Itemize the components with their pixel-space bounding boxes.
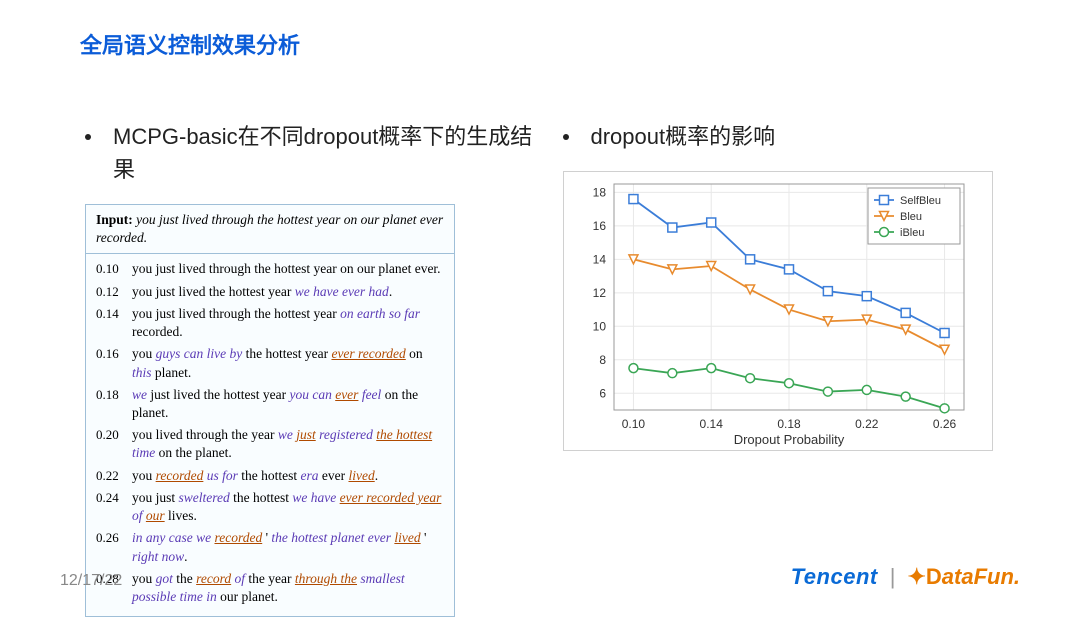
generated-sentence: in any case we recorded ' the hottest pl… <box>132 529 444 565</box>
bullet-dot-icon <box>563 134 569 140</box>
svg-text:0.10: 0.10 <box>621 417 645 431</box>
datafun-logo: ✦DataFun. <box>907 564 1020 590</box>
dropout-prob: 0.14 <box>96 305 132 323</box>
dropout-prob: 0.18 <box>96 386 132 404</box>
svg-text:6: 6 <box>599 386 606 400</box>
left-bullet: MCPG-basic在不同dropout概率下的生成结果 <box>85 120 533 186</box>
right-bullet: dropout概率的影响 <box>563 120 1011 153</box>
table-row: 0.22you recorded us for the hottest era … <box>96 465 444 487</box>
left-bullet-text: MCPG-basic在不同dropout概率下的生成结果 <box>113 120 533 186</box>
svg-text:8: 8 <box>599 353 606 367</box>
svg-text:iBleu: iBleu <box>900 227 924 239</box>
table-row: 0.18we just lived the hottest year you c… <box>96 384 444 424</box>
dropout-prob: 0.26 <box>96 529 132 547</box>
bullet-dot-icon <box>85 134 91 140</box>
generated-sentence: we just lived the hottest year you can e… <box>132 386 444 422</box>
chart-svg: 6 8 10 12 14 16 18 0.10 0.14 0.18 0.22 0.26 Dropout … <box>564 172 994 452</box>
logo-divider: | <box>890 564 896 590</box>
right-bullet-text: dropout概率的影响 <box>591 120 776 153</box>
svg-text:14: 14 <box>592 252 606 266</box>
right-column: dropout概率的影响 6 8 10 12 14 16 18 0.10 0.14 0.18 0.2… <box>563 120 1011 617</box>
svg-text:12: 12 <box>592 286 606 300</box>
svg-text:0.26: 0.26 <box>932 417 956 431</box>
logos: Tencent | ✦DataFun. <box>791 564 1020 590</box>
generated-sentence: you lived through the year we just regis… <box>132 426 444 462</box>
table-row: 0.16you guys can live by the hottest yea… <box>96 343 444 383</box>
page-number: 12/17/22 <box>60 572 122 590</box>
slide-title: 全局语义控制效果分析 <box>80 28 300 60</box>
generated-sentence: you just lived through the hottest year … <box>132 260 444 278</box>
dropout-prob: 0.12 <box>96 283 132 301</box>
generated-sentence: you just lived through the hottest year … <box>132 305 444 341</box>
dropout-prob: 0.22 <box>96 467 132 485</box>
generated-sentence: you guys can live by the hottest year ev… <box>132 345 444 381</box>
example-table: Input: you just lived through the hottes… <box>85 204 455 617</box>
table-row: 0.24you just sweltered the hottest we ha… <box>96 487 444 527</box>
input-sentence: you just lived through the hottest year … <box>96 212 443 245</box>
table-rows: 0.10you just lived through the hottest y… <box>86 254 454 616</box>
dropout-chart: 6 8 10 12 14 16 18 0.10 0.14 0.18 0.22 0.26 Dropout … <box>563 171 993 451</box>
input-label: Input: <box>96 212 133 227</box>
input-header: Input: you just lived through the hottes… <box>86 205 454 254</box>
table-row: 0.26in any case we recorded ' the hottes… <box>96 527 444 567</box>
svg-text:0.22: 0.22 <box>855 417 879 431</box>
slide-footer: 12/17/22 Tencent | ✦DataFun. <box>60 564 1020 590</box>
svg-text:Bleu: Bleu <box>900 211 922 223</box>
left-column: MCPG-basic在不同dropout概率下的生成结果 Input: you … <box>85 120 533 617</box>
svg-text:Dropout Probability: Dropout Probability <box>733 432 844 447</box>
generated-sentence: you recorded us for the hottest era ever… <box>132 467 444 485</box>
dropout-prob: 0.16 <box>96 345 132 363</box>
tencent-logo: Tencent <box>791 564 878 590</box>
svg-text:10: 10 <box>592 319 606 333</box>
svg-text:18: 18 <box>592 185 606 199</box>
table-row: 0.14you just lived through the hottest y… <box>96 303 444 343</box>
svg-text:0.18: 0.18 <box>777 417 801 431</box>
svg-text:0.14: 0.14 <box>699 417 723 431</box>
generated-sentence: you just sweltered the hottest we have e… <box>132 489 444 525</box>
svg-text:SelfBleu: SelfBleu <box>900 195 941 207</box>
generated-sentence: you just lived the hottest year we have … <box>132 283 444 301</box>
content-area: MCPG-basic在不同dropout概率下的生成结果 Input: you … <box>85 120 1010 617</box>
svg-text:16: 16 <box>592 219 606 233</box>
dropout-prob: 0.24 <box>96 489 132 507</box>
table-row: 0.10you just lived through the hottest y… <box>96 258 444 280</box>
dropout-prob: 0.10 <box>96 260 132 278</box>
table-row: 0.12you just lived the hottest year we h… <box>96 281 444 303</box>
dropout-prob: 0.20 <box>96 426 132 444</box>
table-row: 0.20you lived through the year we just r… <box>96 424 444 464</box>
